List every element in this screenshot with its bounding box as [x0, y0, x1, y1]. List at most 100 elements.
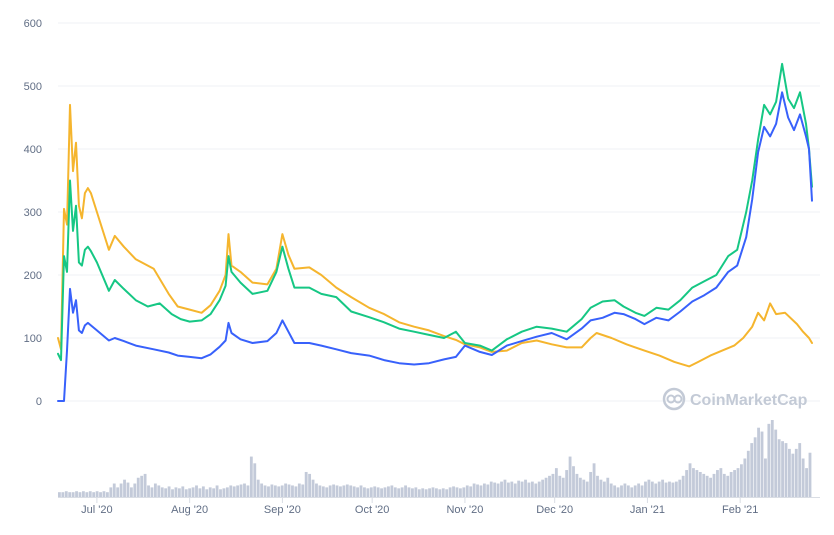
- volume-bar: [198, 488, 202, 497]
- volume-bar: [123, 479, 126, 497]
- volume-bar: [537, 481, 541, 497]
- volume-bar: [294, 486, 298, 497]
- volume-bar: [263, 485, 267, 497]
- watermark-text: CoinMarketCap: [690, 392, 808, 409]
- volume-bar: [784, 443, 788, 497]
- volume-bar: [513, 483, 517, 497]
- volume-bar: [397, 488, 401, 497]
- volume-bar: [664, 482, 668, 497]
- volume-bar: [205, 489, 209, 497]
- volume-bar: [616, 487, 620, 497]
- volume-bar: [373, 486, 377, 497]
- volume-bar: [452, 486, 455, 497]
- volume-bar: [517, 480, 521, 497]
- volume-bar: [133, 483, 137, 497]
- volume-bar: [613, 485, 617, 497]
- volume-bar: [620, 485, 623, 497]
- volume-bar: [201, 486, 205, 497]
- volume-bar: [750, 443, 754, 497]
- volume-bar: [342, 485, 346, 497]
- series-line: [57, 62, 813, 362]
- volume-bar: [411, 488, 414, 497]
- y-tick-label: 600: [24, 18, 42, 30]
- volume-bar: [129, 487, 133, 497]
- volume-bar: [445, 489, 449, 497]
- volume-bar: [510, 481, 514, 497]
- volume-bar: [801, 458, 805, 497]
- volume-bar: [678, 479, 682, 497]
- volume-bar: [95, 491, 99, 497]
- volume-bar: [496, 483, 500, 497]
- volume-bar: [551, 473, 555, 497]
- volume-bar: [215, 485, 219, 497]
- x-tick-label: Oct '20: [355, 504, 390, 516]
- volume-bar: [458, 488, 462, 497]
- volume-bar: [674, 481, 678, 497]
- volume-bar: [712, 473, 716, 497]
- volume-bar: [61, 492, 65, 497]
- volume-bar: [554, 468, 558, 497]
- price-series: [57, 62, 813, 402]
- volume-bar: [794, 448, 798, 497]
- volume-bar: [520, 481, 524, 497]
- volume-bar: [332, 484, 336, 497]
- volume-bar: [400, 487, 404, 497]
- volume-bar: [506, 482, 510, 497]
- volume-bar: [256, 479, 260, 497]
- volume-bar: [431, 487, 435, 497]
- volume-bar: [736, 468, 740, 497]
- x-tick-label: Jul '20: [81, 504, 112, 516]
- volume-bar: [791, 453, 795, 497]
- volume-bar: [280, 485, 284, 497]
- volume-bar: [630, 487, 634, 497]
- volume-bar: [640, 485, 644, 497]
- volume-bar: [424, 489, 428, 497]
- volume-bar: [414, 487, 418, 497]
- volume-bar: [753, 437, 757, 497]
- volume-bar: [746, 450, 750, 497]
- volume-bar: [733, 470, 736, 497]
- volume-bar: [393, 487, 397, 497]
- y-tick-label: 200: [24, 270, 42, 282]
- volume-bar: [575, 473, 579, 497]
- volume-bar: [126, 482, 130, 497]
- y-axis: 600 500 400 300 200 100 0: [24, 18, 42, 408]
- volume-bar: [171, 489, 174, 497]
- volume-bar: [181, 486, 185, 497]
- volume-bar: [572, 466, 575, 497]
- volume-bar: [788, 448, 791, 497]
- volume-bar: [681, 475, 685, 497]
- volume-bar: [472, 483, 476, 497]
- volume-bar: [441, 488, 445, 497]
- volume-bar: [222, 488, 226, 497]
- volume-bar: [421, 488, 425, 497]
- volume-bar: [743, 458, 747, 497]
- volume-bar: [633, 485, 637, 497]
- volume-bar: [657, 481, 661, 497]
- volume-bar: [249, 456, 253, 497]
- volume-bars: [58, 420, 820, 498]
- volume-bar: [486, 484, 490, 497]
- volume-bar: [349, 485, 353, 497]
- volume-bar: [524, 479, 527, 497]
- volume-bar: [740, 464, 743, 497]
- y-tick-label: 400: [24, 144, 42, 156]
- volume-bar: [376, 487, 380, 497]
- volume-bar: [764, 458, 767, 497]
- volume-bar: [602, 481, 606, 497]
- volume-bar: [592, 463, 596, 497]
- volume-bar: [105, 492, 109, 497]
- volume-bar: [112, 483, 116, 497]
- volume-bar: [88, 491, 92, 497]
- volume-bar: [781, 441, 784, 497]
- volume-bar: [637, 483, 641, 497]
- x-tick-label: Dec '20: [536, 504, 573, 516]
- volume-bar: [225, 487, 229, 497]
- volume-bar: [167, 486, 171, 497]
- y-tick-label: 100: [24, 333, 42, 345]
- volume-bar: [585, 481, 589, 497]
- y-tick-label: 300: [24, 207, 42, 219]
- volume-bar: [668, 481, 671, 497]
- volume-bar: [366, 488, 370, 497]
